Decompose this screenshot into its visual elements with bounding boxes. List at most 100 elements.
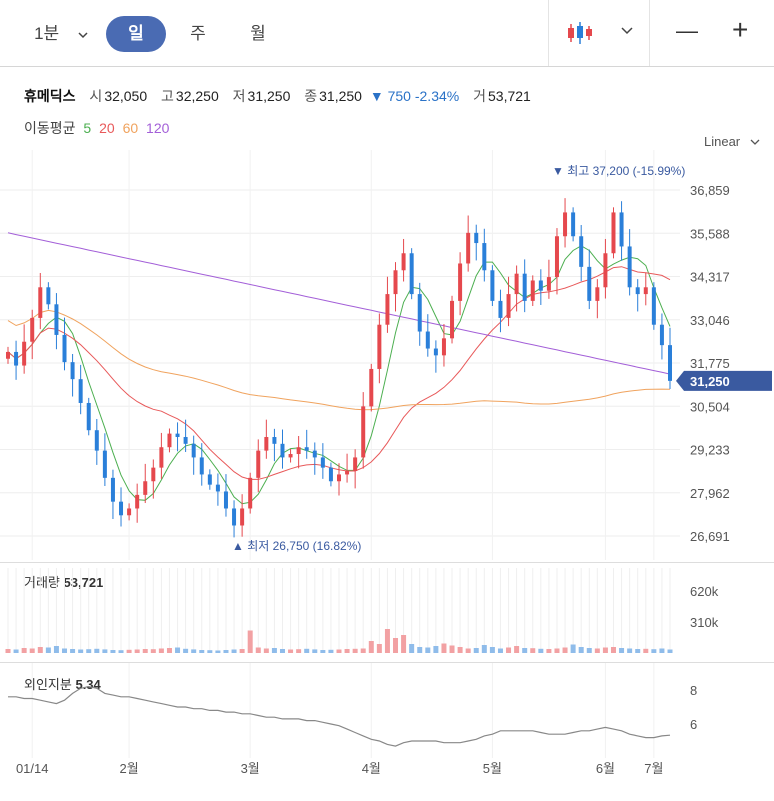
volume-bar: [514, 646, 520, 653]
candle: [328, 467, 333, 482]
volume-bar: [86, 649, 92, 653]
volume-bar: [142, 649, 148, 653]
ma-120: 120: [146, 120, 170, 136]
chart-type-button[interactable]: [566, 20, 596, 51]
candle: [232, 508, 237, 526]
divider: [0, 562, 774, 563]
tab-day[interactable]: 일: [106, 16, 166, 52]
candle: [353, 457, 358, 472]
ma-60: 60: [122, 120, 139, 136]
volume-bar: [530, 648, 536, 653]
candle: [14, 351, 19, 366]
candle: [450, 300, 455, 339]
divider: [0, 662, 774, 663]
volume-bar: [5, 649, 11, 653]
candle: [86, 402, 91, 431]
candle: [288, 454, 293, 458]
volume-bar: [78, 649, 84, 653]
chevron-down-icon: [750, 139, 760, 145]
tab-month[interactable]: 월: [250, 24, 266, 43]
ma-line-20: [7, 266, 671, 480]
candle: [78, 379, 83, 403]
candle: [458, 263, 463, 301]
volume-bar: [610, 647, 616, 653]
volume-bar: [409, 644, 415, 653]
ma-label: 이동평균: [24, 120, 76, 136]
volume-chart[interactable]: 620k 310k: [0, 562, 774, 658]
volume-bar: [279, 649, 285, 653]
candle: [441, 338, 446, 356]
volume-bar: [312, 649, 318, 653]
tab-week[interactable]: 주: [190, 24, 206, 43]
volume-bar: [13, 649, 19, 653]
chevron-down-icon[interactable]: [621, 27, 633, 35]
candle: [668, 345, 672, 381]
volume-bar: [481, 645, 487, 653]
divider: [649, 0, 650, 66]
volume-bar: [594, 648, 600, 653]
volume-bar: [94, 648, 100, 653]
volume-bar: [62, 648, 68, 653]
candle: [264, 437, 269, 451]
candle: [611, 212, 616, 254]
minimize-button[interactable]: —: [676, 18, 698, 43]
ma-line-60: [7, 309, 671, 411]
x-tick-label: 3월: [241, 761, 260, 776]
price-tick-label: 30,504: [690, 399, 730, 414]
volume-bar: [497, 648, 503, 653]
candle: [159, 447, 164, 468]
volume-bar: [223, 650, 229, 653]
x-tick-label: 5월: [483, 761, 502, 776]
volume-bar: [126, 649, 132, 653]
x-tick-label: 7월: [644, 761, 663, 776]
candle: [595, 287, 600, 301]
volume-bar: [562, 647, 568, 653]
add-button[interactable]: +: [732, 14, 749, 45]
volume-bar: [70, 649, 76, 653]
candle: [482, 243, 487, 271]
volume-bar: [231, 649, 237, 653]
candle: [175, 433, 180, 438]
min-annotation: ▲ 최저 26,750 (16.82%): [232, 539, 361, 553]
toolbar: 1분 일 주 월 — +: [0, 0, 774, 67]
ma-5: 5: [83, 120, 92, 136]
scale-label: Linear: [704, 134, 741, 149]
volume-value: 53,721: [488, 88, 531, 104]
ma-20: 20: [99, 120, 115, 136]
volume-bar: [255, 647, 261, 653]
scale-dropdown[interactable]: Linear: [704, 134, 760, 149]
volume-bar: [344, 649, 350, 653]
candle: [320, 457, 325, 468]
price-chart[interactable]: 36,859 35,588 34,317 33,046 31,775 30,504 29,2…: [0, 150, 774, 560]
candle: [248, 477, 253, 509]
candle: [207, 474, 212, 485]
volume-bar: [538, 648, 544, 653]
candle: [62, 334, 67, 363]
foreign-chart[interactable]: 8 6 01/14 2월 3월 4월 5월 6월 7월: [0, 663, 774, 801]
candle: [30, 317, 35, 342]
volume-bar: [489, 647, 495, 653]
price-tick-label: 33,046: [690, 313, 730, 328]
volume-bar: [401, 635, 407, 653]
candle: [6, 351, 10, 359]
candle: [54, 304, 59, 335]
interval-dropdown[interactable]: 1분: [26, 16, 96, 52]
volume-bar: [457, 647, 463, 653]
volume-bar: [199, 650, 205, 653]
interval-label: 1분: [34, 24, 60, 43]
volume-bar: [271, 648, 277, 653]
moving-average-legend[interactable]: 이동평균 5 20 60 120: [24, 118, 169, 138]
current-price-label: 31,250: [690, 374, 730, 389]
volume-bar: [215, 650, 221, 653]
candle: [361, 406, 366, 458]
volume-bar: [433, 646, 439, 653]
candle: [70, 362, 75, 380]
volume-panel-title: 거래량: [24, 575, 60, 590]
candle: [643, 287, 648, 295]
volume-bar: [554, 648, 560, 653]
volume-bar: [360, 648, 366, 653]
candle: [619, 212, 624, 247]
high-value: 32,250: [175, 88, 219, 104]
volume-bar: [352, 648, 358, 653]
price-tick-label: 35,588: [690, 226, 730, 241]
